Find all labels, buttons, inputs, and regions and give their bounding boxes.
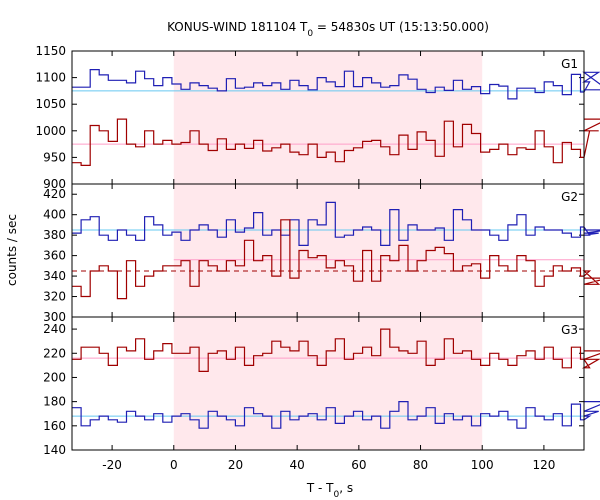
x-tick-label: 20 (228, 458, 243, 472)
panel-frame (71, 316, 585, 451)
y-tick-label: 420 (43, 187, 66, 201)
panel-g1: 900 950 1000 1050 1100 1150 G1 (35, 44, 600, 191)
x-tick-label: 0 (170, 458, 178, 472)
y-tick-label: 200 (43, 370, 66, 384)
x-tick-label: 60 (351, 458, 366, 472)
y-tick-label: 950 (43, 150, 66, 164)
shaded-interval (173, 317, 483, 450)
y-tick-label: 300 (43, 310, 66, 324)
y-tick-label: 360 (43, 249, 66, 263)
x-tick-label: 100 (471, 458, 494, 472)
x-axis: -20 0 20 40 60 80 100 120 (102, 458, 555, 472)
panel-label: G3 (561, 323, 578, 337)
x-tick-label: -20 (102, 458, 122, 472)
y-axis-label: counts / sec (5, 214, 19, 286)
y-tick-label: 1150 (35, 44, 66, 58)
y-tick-label: 1000 (35, 124, 66, 138)
y-tick-label: 1100 (35, 71, 66, 85)
y-tick-label: 340 (43, 269, 66, 283)
series-blue-g3 (72, 401, 600, 429)
x-tick-label: 80 (413, 458, 428, 472)
x-tick-label: 120 (532, 458, 555, 472)
panel-g2: 300 320 340 360 380 400 420 G2 (43, 183, 600, 324)
shaded-interval (173, 184, 483, 317)
y-tick-label: 160 (43, 419, 66, 433)
series-blue-g1 (72, 69, 600, 100)
y-tick-label: 180 (43, 395, 66, 409)
panel-label: G2 (561, 190, 578, 204)
y-tick-label: 400 (43, 208, 66, 222)
series-red-g3 (72, 328, 600, 372)
y-tick-label: 1050 (35, 97, 66, 111)
chart-title: KONUS-WIND 181104 T0 = 54830s UT (15:13:… (167, 20, 489, 39)
y-tick-label: 240 (43, 322, 66, 336)
panel-g3: 140 160 180 200 220 240 G3 (43, 316, 600, 457)
y-tick-label: 900 (43, 177, 66, 191)
series-red-g1 (72, 118, 600, 166)
series-blue-g2 (72, 201, 600, 246)
x-tick-label: 40 (290, 458, 305, 472)
panel-label: G1 (561, 57, 578, 71)
panels-group: 900 950 1000 1050 1100 1150 G1 300 320 340 360 380 4… (35, 44, 600, 457)
y-tick-label: 220 (43, 346, 66, 360)
shaded-interval (173, 51, 483, 184)
series-red-g2 (72, 219, 600, 300)
y-tick-label: 320 (43, 290, 66, 304)
y-tick-label: 140 (43, 443, 66, 457)
y-tick-label: 380 (43, 228, 66, 242)
x-axis-label: T - T0, s (306, 481, 353, 500)
